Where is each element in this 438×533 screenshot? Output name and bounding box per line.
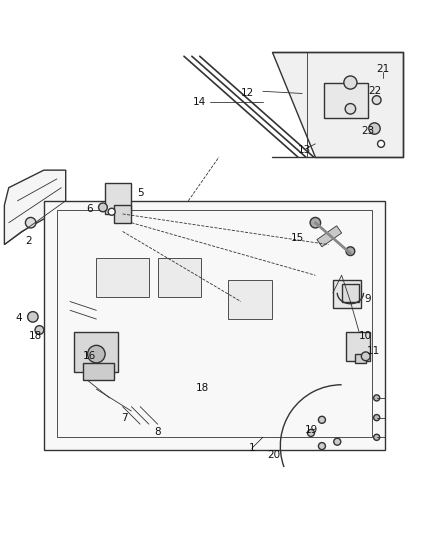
Circle shape bbox=[25, 217, 36, 228]
Bar bbox=[355, 354, 366, 363]
Bar bbox=[346, 332, 370, 361]
Text: 20: 20 bbox=[268, 450, 281, 460]
Bar bbox=[105, 183, 131, 214]
Circle shape bbox=[361, 352, 370, 361]
Bar bbox=[342, 284, 359, 302]
Text: 22: 22 bbox=[369, 86, 382, 96]
Bar bbox=[57, 209, 372, 437]
Circle shape bbox=[334, 438, 341, 445]
Bar bbox=[228, 280, 272, 319]
Circle shape bbox=[28, 312, 38, 322]
Circle shape bbox=[310, 217, 321, 228]
Text: 5: 5 bbox=[137, 188, 144, 198]
Text: 9: 9 bbox=[364, 294, 371, 304]
Bar bbox=[158, 258, 201, 297]
Circle shape bbox=[99, 203, 107, 212]
Text: 15: 15 bbox=[290, 233, 304, 243]
Text: 1: 1 bbox=[248, 443, 255, 453]
Text: 6: 6 bbox=[86, 204, 93, 214]
Bar bbox=[96, 258, 149, 297]
Text: 14: 14 bbox=[193, 97, 206, 107]
Text: 12: 12 bbox=[241, 88, 254, 99]
Polygon shape bbox=[4, 170, 66, 245]
Circle shape bbox=[372, 96, 381, 104]
Text: 8: 8 bbox=[154, 427, 161, 437]
Bar bbox=[317, 226, 342, 247]
Circle shape bbox=[35, 326, 44, 334]
Text: 18: 18 bbox=[29, 330, 42, 341]
Circle shape bbox=[374, 434, 380, 440]
Text: 23: 23 bbox=[361, 126, 374, 136]
Text: 7: 7 bbox=[121, 413, 128, 423]
Text: 19: 19 bbox=[305, 425, 318, 435]
Bar bbox=[324, 83, 368, 118]
Circle shape bbox=[346, 247, 355, 255]
Text: 2: 2 bbox=[25, 236, 32, 246]
Text: 16: 16 bbox=[83, 351, 96, 361]
Polygon shape bbox=[44, 201, 385, 450]
Circle shape bbox=[307, 430, 314, 437]
Circle shape bbox=[88, 345, 105, 363]
Circle shape bbox=[345, 103, 356, 114]
Polygon shape bbox=[272, 52, 403, 157]
Bar bbox=[333, 280, 361, 308]
Bar bbox=[74, 332, 118, 372]
Circle shape bbox=[108, 208, 115, 215]
Text: 13: 13 bbox=[298, 146, 311, 156]
Circle shape bbox=[378, 140, 385, 147]
Text: 18: 18 bbox=[196, 383, 209, 393]
Text: 10: 10 bbox=[359, 330, 372, 341]
Bar bbox=[114, 205, 131, 223]
Circle shape bbox=[318, 416, 325, 423]
Text: 11: 11 bbox=[367, 345, 380, 356]
Bar bbox=[83, 363, 114, 381]
Circle shape bbox=[374, 395, 380, 401]
Circle shape bbox=[374, 415, 380, 421]
Circle shape bbox=[318, 442, 325, 449]
Text: 4: 4 bbox=[15, 313, 22, 323]
Text: 21: 21 bbox=[377, 63, 390, 74]
Circle shape bbox=[369, 123, 380, 134]
Circle shape bbox=[344, 76, 357, 89]
